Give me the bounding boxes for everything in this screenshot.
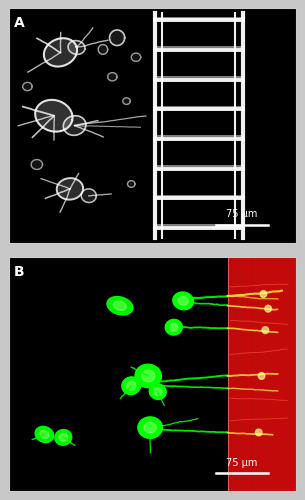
- Polygon shape: [173, 292, 193, 310]
- Polygon shape: [44, 38, 77, 66]
- Bar: [269, 257, 272, 491]
- Bar: [267, 257, 270, 491]
- Polygon shape: [23, 82, 32, 90]
- Polygon shape: [142, 370, 155, 382]
- Polygon shape: [68, 40, 85, 54]
- Polygon shape: [127, 180, 135, 188]
- Polygon shape: [113, 301, 126, 310]
- Polygon shape: [144, 422, 156, 433]
- Circle shape: [260, 290, 267, 298]
- Polygon shape: [138, 417, 162, 438]
- Bar: [244, 257, 247, 491]
- Polygon shape: [123, 98, 130, 104]
- Bar: [278, 257, 281, 491]
- Polygon shape: [107, 296, 133, 315]
- Bar: [276, 257, 279, 491]
- Bar: [294, 257, 297, 491]
- Text: 75 μm: 75 μm: [226, 458, 257, 468]
- Bar: [264, 257, 267, 491]
- Bar: [228, 257, 231, 491]
- Circle shape: [265, 306, 271, 312]
- Bar: [280, 257, 284, 491]
- Polygon shape: [178, 296, 188, 306]
- Circle shape: [255, 429, 262, 436]
- Polygon shape: [165, 320, 182, 335]
- Polygon shape: [35, 100, 73, 132]
- Bar: [253, 257, 256, 491]
- Bar: [257, 257, 261, 491]
- Bar: [248, 257, 251, 491]
- Bar: [285, 257, 288, 491]
- Bar: [260, 257, 263, 491]
- Bar: [274, 257, 277, 491]
- Bar: [283, 257, 286, 491]
- Circle shape: [262, 326, 269, 334]
- Bar: [230, 257, 233, 491]
- Polygon shape: [127, 382, 136, 390]
- Polygon shape: [31, 160, 42, 170]
- Polygon shape: [149, 384, 166, 400]
- Bar: [289, 257, 293, 491]
- Circle shape: [258, 372, 265, 380]
- Bar: [262, 257, 265, 491]
- Bar: [292, 257, 295, 491]
- Bar: [239, 257, 242, 491]
- Polygon shape: [108, 72, 117, 81]
- Polygon shape: [57, 178, 83, 200]
- Text: A: A: [14, 16, 25, 30]
- Bar: [255, 257, 258, 491]
- Bar: [232, 257, 235, 491]
- Polygon shape: [122, 377, 141, 394]
- Polygon shape: [35, 426, 54, 442]
- Polygon shape: [81, 189, 96, 202]
- Polygon shape: [55, 430, 72, 445]
- Bar: [235, 257, 238, 491]
- Text: B: B: [14, 265, 25, 279]
- Bar: [246, 257, 249, 491]
- Bar: [287, 257, 291, 491]
- Bar: [271, 257, 274, 491]
- Polygon shape: [135, 364, 161, 388]
- Polygon shape: [40, 430, 49, 438]
- Polygon shape: [170, 324, 178, 331]
- Bar: [228, 257, 296, 491]
- Polygon shape: [63, 116, 86, 136]
- Polygon shape: [131, 53, 141, 62]
- Bar: [250, 257, 254, 491]
- Polygon shape: [153, 388, 162, 396]
- Polygon shape: [59, 434, 67, 442]
- Bar: [237, 257, 240, 491]
- Polygon shape: [98, 44, 108, 54]
- Bar: [228, 257, 296, 491]
- Polygon shape: [109, 30, 125, 46]
- Bar: [241, 257, 245, 491]
- Text: 75 μm: 75 μm: [226, 209, 257, 219]
